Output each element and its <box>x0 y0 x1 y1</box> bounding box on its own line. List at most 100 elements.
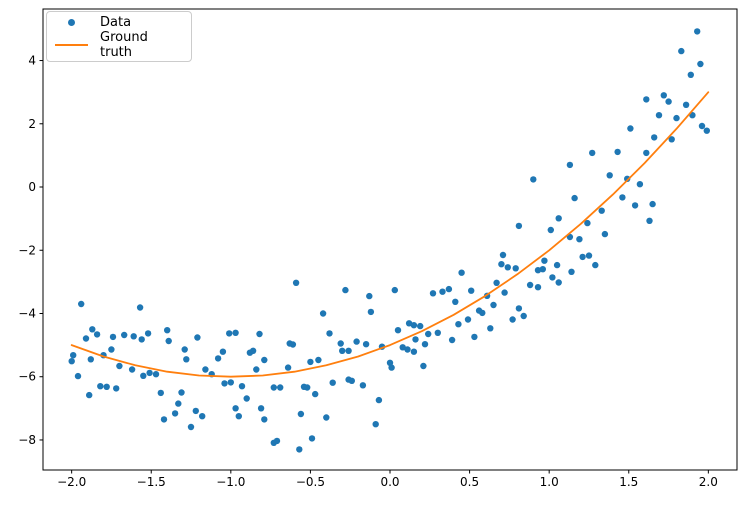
data-point <box>140 372 147 379</box>
legend-item-ground-truth: Ground truth <box>55 30 183 60</box>
data-point <box>202 366 209 373</box>
data-point <box>584 219 591 227</box>
data-point <box>86 391 93 399</box>
data-point <box>243 395 250 402</box>
data-point <box>434 329 441 336</box>
data-point <box>399 344 406 351</box>
data-point <box>445 285 453 293</box>
data-point <box>643 96 650 103</box>
ground-truth-path <box>70 91 710 378</box>
data-point <box>534 267 542 274</box>
data-point <box>367 308 375 316</box>
data-point <box>87 356 95 363</box>
data-point <box>579 253 586 261</box>
data-point <box>329 379 336 386</box>
data-point <box>181 346 188 353</box>
data-point <box>261 416 268 423</box>
data-point <box>547 226 554 234</box>
data-point <box>178 389 185 396</box>
data-point <box>429 290 437 297</box>
data-point <box>576 236 583 243</box>
x-axis: −2.0 −1.5 −1.0 −0.5 0.0 0.5 1.0 1.5 2.0 <box>57 470 718 489</box>
data-point <box>292 279 300 286</box>
data-point <box>490 301 497 309</box>
data-point <box>421 341 429 348</box>
data-point <box>165 337 172 345</box>
data-point <box>232 329 239 336</box>
data-point <box>297 410 305 418</box>
y-tick-label: −6 <box>18 370 36 384</box>
data-point <box>372 421 379 428</box>
data-point <box>512 265 519 272</box>
data-point <box>668 136 675 143</box>
data-point <box>410 348 418 355</box>
data-point <box>359 382 367 389</box>
data-point <box>249 347 257 354</box>
x-tick-label: −1.5 <box>137 475 166 489</box>
data-point <box>308 435 316 442</box>
data-point <box>458 269 465 276</box>
data-point <box>636 181 644 188</box>
data-point <box>697 60 704 68</box>
axes-frame <box>42 8 738 471</box>
data-point <box>417 322 424 330</box>
data-point <box>296 446 303 453</box>
data-point <box>592 261 599 269</box>
data-point <box>157 389 164 397</box>
data-point <box>504 264 511 271</box>
data-point <box>103 383 110 390</box>
data-point <box>257 405 265 412</box>
data-point <box>631 202 639 209</box>
data-point <box>665 98 672 105</box>
x-tick-label: 0.5 <box>460 475 479 489</box>
data-point <box>515 222 523 230</box>
legend-label-ground-truth: Ground truth <box>100 30 148 60</box>
data-point <box>277 384 284 391</box>
y-axis: −8 −6 −4 −2 0 2 4 <box>18 54 43 447</box>
data-point <box>651 134 658 141</box>
data-point <box>568 268 575 275</box>
y-tick-label: 2 <box>28 117 36 131</box>
data-point <box>646 217 653 224</box>
data-point <box>362 341 370 348</box>
data-point <box>232 405 239 412</box>
data-point <box>183 356 190 363</box>
data-point <box>598 207 605 214</box>
data-point <box>549 274 556 281</box>
data-point <box>221 380 228 387</box>
data-point <box>74 372 82 380</box>
y-tick-label: 4 <box>28 54 36 68</box>
data-point <box>386 359 394 366</box>
data-point <box>391 286 398 294</box>
data-point <box>405 320 413 327</box>
x-tick-label: −0.5 <box>296 475 325 489</box>
data-point <box>256 330 263 338</box>
data-point <box>339 347 346 354</box>
data-point <box>534 284 542 291</box>
data-point <box>410 322 418 329</box>
x-tick-label: 0.0 <box>380 475 399 489</box>
data-point <box>307 358 314 366</box>
data-point <box>526 281 534 289</box>
data-point <box>353 338 360 345</box>
data-point <box>520 312 527 320</box>
y-tick-label: 0 <box>28 180 36 194</box>
data-point <box>660 92 667 99</box>
data-point <box>571 194 578 202</box>
data-point <box>682 101 690 109</box>
ground-truth-line-icon <box>55 44 88 46</box>
data-point <box>515 305 523 312</box>
y-tick-label: −8 <box>18 433 36 447</box>
data-point <box>698 122 706 130</box>
data-point <box>348 377 355 384</box>
data-point <box>138 336 145 343</box>
legend-swatch <box>55 19 88 26</box>
data-point <box>108 346 115 353</box>
data-point <box>643 149 650 157</box>
data-point <box>270 384 277 391</box>
ground-truth-curve <box>70 91 710 378</box>
data-point <box>487 325 494 332</box>
data-point <box>175 400 182 407</box>
data-point <box>394 327 402 334</box>
